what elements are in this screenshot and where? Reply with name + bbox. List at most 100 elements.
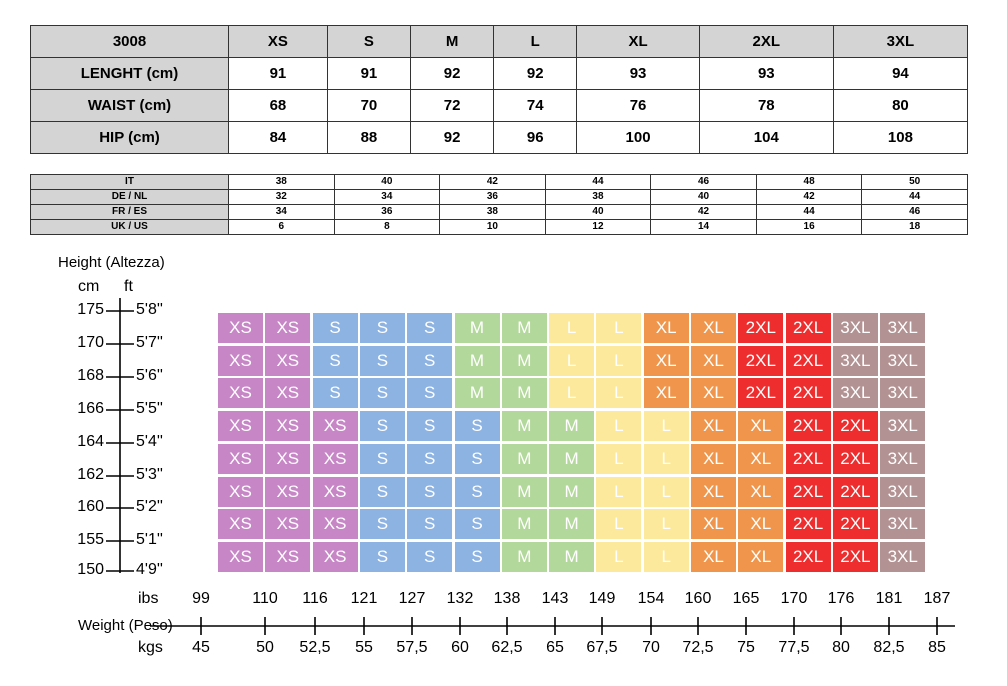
size-grid-cell: XL (738, 476, 784, 507)
size-grid-cell: M (501, 313, 547, 343)
height-ft-label: 4'9'' (136, 561, 163, 578)
weight-lbs-label: 187 (923, 590, 951, 607)
size-grid-cell: XS (312, 443, 358, 474)
measurement-value: 78 (698, 89, 834, 122)
height-unit-cm: cm (78, 278, 100, 295)
size-grid-cell: 2XL (738, 345, 784, 376)
size-grid-cell: XS (265, 313, 311, 343)
weight-kgs-label: 72,5 (682, 639, 714, 656)
size-grid-cell: XS (265, 443, 311, 474)
size-grid-cell: 2XL (832, 541, 878, 572)
size-grid-cell: XL (691, 345, 736, 376)
size-grid-cell: L (596, 443, 642, 474)
size-grid-cell: S (359, 411, 405, 442)
measurement-label: WAIST (cm) (30, 89, 229, 122)
style-code-cell: 3008 (30, 25, 229, 58)
size-grid-cell: L (549, 313, 595, 343)
conversion-row-it: IT 38 40 42 44 46 48 50 (30, 174, 968, 190)
size-grid-cell: XS (312, 476, 358, 507)
size-grid-cell: M (549, 411, 595, 442)
conversion-row-uk-us: UK / US 6 8 10 12 14 16 18 (30, 219, 968, 235)
size-grid-cell: M (501, 345, 547, 376)
size-grid-cell: 2XL (785, 313, 831, 343)
size-grid-cell: L (596, 345, 642, 376)
size-grid-cell: S (454, 541, 500, 572)
weight-kgs-label: 85 (928, 639, 946, 656)
size-grid-cell: 2XL (785, 378, 831, 409)
size-grid-cell: 2XL (832, 509, 878, 540)
size-grid-cell: XS (312, 509, 358, 540)
measurement-label: LENGHT (cm) (30, 57, 229, 90)
conversion-value: 16 (755, 219, 863, 235)
region-label: UK / US (30, 219, 229, 235)
size-grid-cell: L (643, 509, 689, 540)
size-grid-cell: 3XL (832, 378, 878, 409)
size-grid-cell: 2XL (785, 476, 831, 507)
size-grid-cell: L (643, 476, 689, 507)
weight-kgs-label: 82,5 (873, 639, 905, 656)
size-header-cell: M (409, 25, 495, 58)
size-grid-cell: XL (738, 541, 784, 572)
weight-lbs-label: 154 (637, 590, 665, 607)
size-grid-cell: L (596, 509, 642, 540)
size-grid-cell: XL (691, 541, 736, 572)
size-grid-cell: XL (738, 443, 784, 474)
weight-kgs-label: 45 (192, 639, 210, 656)
size-header-cell: XL (576, 25, 700, 58)
measurement-value: 80 (832, 89, 969, 122)
size-grid-cell: L (596, 313, 642, 343)
conversion-value: 18 (861, 219, 968, 235)
size-grid-cell: 2XL (785, 509, 831, 540)
size-header-cell: 2XL (698, 25, 834, 58)
weight-lbs-label: 116 (302, 590, 328, 607)
size-grid-cell: XL (691, 313, 736, 343)
weight-kgs-label: 77,5 (778, 639, 810, 656)
size-grid-cell: S (407, 378, 453, 409)
size-grid-cell: M (549, 443, 595, 474)
size-grid-cell: L (549, 345, 595, 376)
measurement-value: 100 (576, 121, 700, 154)
weight-lbs-label: 110 (252, 590, 278, 607)
measurement-value: 104 (698, 121, 834, 154)
measurement-label: HIP (cm) (30, 121, 229, 154)
height-cm-label: 150 (77, 561, 104, 578)
weight-lbs-label: 160 (684, 590, 712, 607)
size-grid-cell: 2XL (832, 443, 878, 474)
size-grid-cell: S (312, 378, 358, 409)
weight-kgs-label: 57,5 (396, 639, 428, 656)
size-grid-cell: S (407, 313, 453, 343)
size-grid-cell: L (596, 378, 642, 409)
height-ft-label: 5'6'' (136, 367, 163, 384)
size-grid-cell: L (643, 411, 689, 442)
size-grid-cell: 2XL (785, 443, 831, 474)
measurement-value: 88 (326, 121, 412, 154)
weight-lbs-label: 143 (541, 590, 569, 607)
measurement-value: 108 (832, 121, 969, 154)
size-grid-cell: XS (218, 443, 263, 474)
size-grid-cell: XS (265, 509, 311, 540)
size-grid-cell: XS (265, 345, 311, 376)
size-grid-cell: S (407, 443, 453, 474)
size-grid-cell: 3XL (880, 509, 926, 540)
size-grid-cell: M (454, 378, 500, 409)
weight-kgs-label: 75 (737, 639, 755, 656)
size-grid-cell: 3XL (880, 345, 926, 376)
size-grid-cell: S (359, 509, 405, 540)
height-cm-label: 162 (77, 466, 104, 483)
measurement-value: 93 (698, 57, 834, 90)
size-table-header-row: 3008 XS S M L XL 2XL 3XL (30, 25, 969, 58)
height-unit-ft: ft (124, 278, 133, 295)
measurement-value: 96 (493, 121, 578, 154)
weight-kgs-label: 80 (832, 639, 850, 656)
height-ft-label: 5'5'' (136, 400, 163, 417)
size-grid-cell: XL (643, 378, 689, 409)
weight-kgs-label: 55 (355, 639, 373, 656)
measurement-value: 68 (228, 89, 328, 122)
size-grid-cell: 3XL (880, 411, 926, 442)
size-grid-cell: 3XL (832, 345, 878, 376)
size-grid-cell: S (359, 443, 405, 474)
size-grid-cell: XS (265, 378, 311, 409)
size-grid-cell: M (454, 345, 500, 376)
weight-kgs-label: 50 (256, 639, 274, 656)
size-grid-cell: XL (691, 378, 736, 409)
